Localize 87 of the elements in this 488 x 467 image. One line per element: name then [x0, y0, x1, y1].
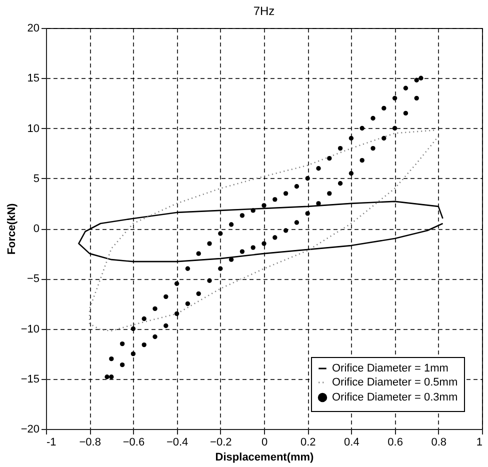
point — [250, 245, 256, 250]
x-tick-label: −0.8 — [79, 436, 101, 448]
point — [360, 158, 364, 163]
point — [174, 311, 180, 316]
point — [316, 166, 321, 171]
point — [104, 374, 110, 380]
point — [283, 191, 288, 196]
legend-label: Orifice Diameter = 0.3mm — [332, 392, 458, 404]
point — [294, 220, 300, 225]
x-tick-label: −0.2 — [210, 436, 232, 448]
point — [382, 136, 386, 141]
point — [109, 356, 114, 362]
point — [403, 86, 408, 90]
point — [403, 110, 408, 116]
y-tick-label: 20 — [27, 22, 40, 34]
point — [370, 146, 376, 151]
point — [392, 126, 398, 131]
point — [392, 96, 398, 101]
y-tick-label: −20 — [20, 424, 40, 436]
line-series — [88, 130, 440, 332]
point — [338, 181, 343, 186]
point — [228, 222, 234, 227]
point — [228, 257, 234, 262]
point — [218, 231, 223, 236]
point — [130, 326, 136, 332]
point — [130, 351, 136, 356]
point — [142, 342, 146, 348]
point — [305, 176, 310, 181]
x-tick-label: -1 — [46, 436, 56, 448]
legend-label: Orifice Diameter = 0.5mm — [332, 376, 458, 388]
point — [338, 146, 343, 151]
point — [174, 281, 180, 286]
y-axis-title: Force(kN) — [6, 202, 18, 255]
point — [294, 184, 300, 189]
point — [316, 201, 321, 206]
point — [218, 266, 223, 271]
point — [327, 191, 332, 196]
point — [164, 294, 168, 300]
point — [305, 211, 310, 216]
point — [250, 208, 256, 213]
point — [152, 334, 158, 340]
point — [120, 362, 125, 368]
point — [272, 197, 278, 202]
point — [207, 241, 212, 246]
point — [109, 374, 114, 380]
y-tick-label: 10 — [27, 122, 40, 135]
point — [348, 171, 354, 176]
x-axis-title: Displacement(mm) — [215, 452, 314, 464]
point — [360, 126, 364, 131]
point — [185, 266, 190, 271]
point — [348, 136, 354, 141]
point — [240, 249, 245, 254]
x-tick-label: 0 — [261, 436, 268, 448]
legend-label: Orifice Diameter = 1mm — [332, 362, 448, 374]
y-tick-label: 15 — [27, 72, 40, 85]
x-tick-label: 0.2 — [300, 436, 316, 448]
x-tick-label: −0.6 — [122, 436, 145, 448]
x-tick-label: 0.6 — [388, 436, 403, 448]
y-tick-label: −10 — [20, 323, 40, 336]
point — [164, 323, 168, 328]
y-tick-label: 0 — [33, 223, 40, 235]
y-tick-label: 5 — [33, 172, 40, 185]
x-tick-label: 0.8 — [431, 436, 447, 448]
chart-title: 7Hz — [253, 4, 275, 18]
point — [414, 96, 419, 101]
point — [120, 341, 125, 346]
point — [207, 278, 212, 283]
point — [240, 213, 245, 218]
point — [382, 106, 386, 111]
x-tick-label: 1 — [476, 436, 482, 448]
point — [370, 116, 376, 121]
point — [152, 306, 158, 312]
point — [196, 291, 201, 296]
y-tick-label: −5 — [26, 273, 40, 286]
x-tick-label: 0.4 — [344, 436, 360, 448]
point — [262, 241, 266, 246]
y-tick-label: −15 — [20, 373, 40, 386]
point — [185, 301, 190, 306]
point — [142, 316, 146, 322]
point — [262, 203, 266, 208]
point — [272, 235, 278, 240]
point — [283, 228, 288, 233]
point — [327, 156, 332, 161]
point — [196, 251, 201, 256]
point — [414, 78, 419, 82]
point — [418, 76, 424, 80]
x-tick-label: −0.4 — [166, 436, 188, 448]
